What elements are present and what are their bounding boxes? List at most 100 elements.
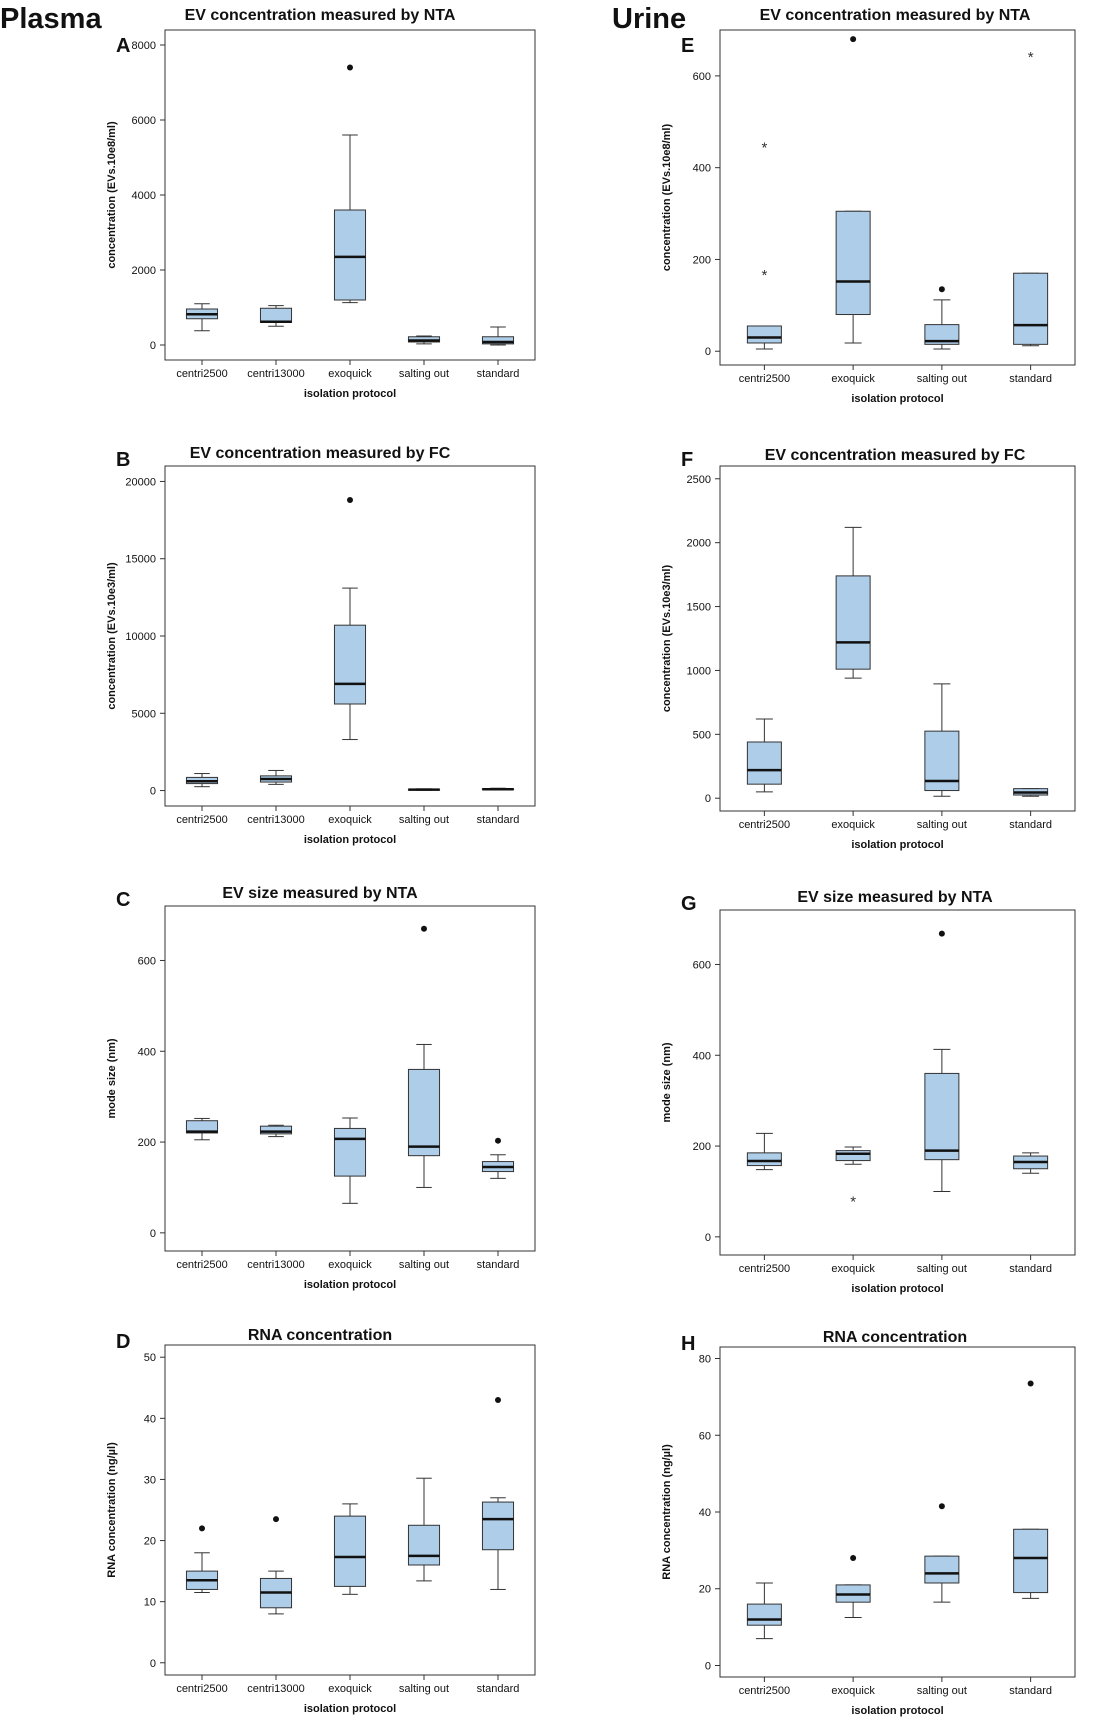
outlier-point	[273, 1516, 279, 1523]
y-tick-label: 0	[705, 793, 711, 805]
y-tick-label: 15000	[125, 554, 156, 566]
panel-letter: D	[116, 1331, 130, 1353]
x-tick-label: salting out	[917, 819, 967, 831]
y-tick-label: 20	[144, 1536, 156, 1548]
box-centri2500	[185, 1525, 219, 1593]
iqr-box	[481, 336, 515, 345]
y-tick-label: 400	[693, 1050, 711, 1062]
y-axis-label: concentration (EVs.10e8/ml)	[106, 121, 118, 269]
box-centri2500	[746, 718, 782, 793]
box-standard	[481, 326, 515, 346]
box-salting-out	[924, 930, 960, 1192]
y-tick-label: 8000	[132, 40, 156, 52]
box-centri13000	[259, 305, 293, 327]
iqr-box	[924, 1072, 960, 1161]
outlier-point	[938, 1503, 945, 1510]
x-tick-label: centri13000	[247, 1259, 305, 1271]
outlier-point	[850, 36, 857, 43]
x-tick-label: standard	[1009, 1685, 1052, 1697]
chart-title: EV concentration measured by FC	[190, 445, 451, 462]
x-tick-label: standard	[1009, 373, 1052, 385]
box-standard	[1013, 1152, 1049, 1174]
iqr-box	[835, 1150, 871, 1162]
iqr-box	[407, 1068, 441, 1157]
group-label-urine: Urine	[612, 3, 686, 35]
iqr-box	[407, 1524, 441, 1566]
box-salting-out	[407, 788, 441, 791]
iqr-box	[746, 1152, 782, 1167]
box-salting-out	[407, 335, 441, 345]
extreme-point: *	[850, 1194, 856, 1211]
y-tick-label: 0	[150, 786, 156, 798]
x-tick-label: salting out	[399, 368, 449, 380]
box-standard	[1013, 1380, 1049, 1599]
outlier-point	[347, 64, 353, 71]
box-exoquick	[333, 1117, 367, 1204]
iqr-box	[746, 325, 782, 344]
x-tick-label: centri2500	[739, 373, 790, 385]
extreme-point: *	[761, 267, 767, 284]
panel-letter: G	[681, 893, 697, 915]
y-tick-label: 80	[699, 1354, 711, 1366]
chart-panel-f: F EV concentration measured by FC 0 500 1000…	[661, 447, 1076, 851]
x-axis-label: isolation protocol	[851, 839, 943, 851]
chart-title: RNA concentration	[248, 1327, 392, 1344]
x-tick-label: salting out	[917, 373, 967, 385]
box-salting-out	[407, 925, 441, 1188]
y-tick-label: 0	[705, 1232, 711, 1244]
y-tick-label: 2000	[132, 265, 156, 277]
box-exoquick	[835, 1555, 871, 1619]
x-tick-label: centri2500	[739, 1685, 790, 1697]
iqr-box	[835, 575, 871, 670]
plot-frame	[719, 1346, 1076, 1678]
group-label-plasma: Plasma	[0, 3, 102, 35]
x-axis-label: isolation protocol	[304, 388, 396, 400]
box-centri2500	[746, 1582, 782, 1640]
chart-panels: AEV concentration measured by NTA0200040…	[106, 7, 1076, 1717]
chart-title: EV concentration measured by NTA	[760, 7, 1031, 24]
y-axis-label: mode size (nm)	[106, 1038, 118, 1118]
y-tick-label: 400	[138, 1046, 156, 1058]
y-tick-label: 0	[150, 1658, 156, 1670]
outlier-point	[938, 930, 945, 937]
x-tick-label: exoquick	[831, 1685, 875, 1697]
x-tick-label: salting out	[399, 1259, 449, 1271]
x-tick-label: exoquick	[328, 1683, 372, 1695]
y-tick-label: 40	[699, 1507, 711, 1519]
chart-panel-g: G EV size measured by NTA 0 200 400 600 centri…	[661, 889, 1076, 1295]
x-tick-label: salting out	[399, 814, 449, 826]
chart-panel-h: H RNA concentration 0 20 40 60 80 centri2500 exo…	[661, 1329, 1076, 1717]
x-tick-label: salting out	[917, 1263, 967, 1275]
chart-title: EV concentration measured by NTA	[185, 7, 456, 24]
outlier-point	[347, 497, 353, 503]
outlier-point	[421, 925, 427, 932]
x-axis-label: isolation protocol	[304, 1703, 396, 1715]
chart-title: EV concentration measured by FC	[765, 447, 1026, 464]
chart-title: RNA concentration	[823, 1329, 967, 1346]
y-axis-label: RNA concentration (ng/µl)	[661, 1444, 673, 1580]
outlier-point	[938, 286, 945, 293]
y-tick-label: 30	[144, 1474, 156, 1486]
box-exoquick	[835, 36, 871, 344]
x-tick-label: salting out	[399, 1683, 449, 1695]
iqr-box	[1013, 272, 1049, 345]
y-axis-label: concentration (EVs.10e8/ml)	[661, 124, 673, 272]
box-centri2500	[185, 1117, 219, 1141]
y-axis-label: mode size (nm)	[661, 1042, 673, 1122]
y-tick-label: 600	[693, 959, 711, 971]
box-centri13000	[259, 769, 293, 785]
chart-panel-c: C EV size measured by NTA 0 200 400 600 centri…	[106, 885, 536, 1291]
iqr-box	[746, 741, 782, 785]
y-tick-label: 0	[705, 346, 711, 358]
box-standard	[481, 1137, 515, 1179]
y-tick-label: 600	[138, 955, 156, 967]
y-tick-label: 0	[705, 1660, 711, 1672]
x-tick-label: exoquick	[328, 368, 372, 380]
x-tick-label: exoquick	[831, 819, 875, 831]
y-axis-label: concentration (EVs.10e3/ml)	[106, 562, 118, 710]
x-axis-label: isolation protocol	[304, 1279, 396, 1291]
y-tick-label: 60	[699, 1430, 711, 1442]
panel-letter: B	[116, 449, 130, 471]
box-centri2500	[185, 773, 219, 788]
box-salting-out	[924, 286, 960, 350]
